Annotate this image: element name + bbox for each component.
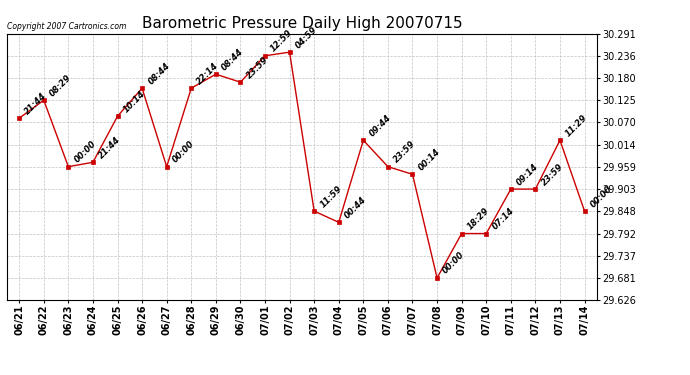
Text: 23:59: 23:59 <box>244 55 270 80</box>
Text: 08:44: 08:44 <box>220 46 246 72</box>
Text: 00:00: 00:00 <box>171 139 196 165</box>
Text: 23:59: 23:59 <box>392 139 417 165</box>
Text: 00:44: 00:44 <box>343 195 368 220</box>
Text: 00:00: 00:00 <box>589 184 614 209</box>
Text: 12:59: 12:59 <box>269 28 295 54</box>
Title: Barometric Pressure Daily High 20070715: Barometric Pressure Daily High 20070715 <box>141 16 462 31</box>
Text: 08:44: 08:44 <box>146 61 172 86</box>
Text: 00:00: 00:00 <box>72 139 98 165</box>
Text: 18:29: 18:29 <box>466 206 491 231</box>
Text: 07:14: 07:14 <box>491 206 515 231</box>
Text: 09:44: 09:44 <box>368 113 393 138</box>
Text: 21:44: 21:44 <box>23 91 49 116</box>
Text: 00:14: 00:14 <box>417 147 442 172</box>
Text: Copyright 2007 Cartronics.com: Copyright 2007 Cartronics.com <box>7 22 126 31</box>
Text: 21:44: 21:44 <box>97 135 122 160</box>
Text: 22:14: 22:14 <box>195 61 221 86</box>
Text: 10:14: 10:14 <box>121 89 147 114</box>
Text: 04:59: 04:59 <box>294 25 319 50</box>
Text: 23:59: 23:59 <box>540 162 565 187</box>
Text: 11:29: 11:29 <box>564 113 589 138</box>
Text: 09:14: 09:14 <box>515 162 540 187</box>
Text: 11:59: 11:59 <box>318 184 344 209</box>
Text: 08:29: 08:29 <box>48 73 73 98</box>
Text: 00:00: 00:00 <box>441 251 466 276</box>
